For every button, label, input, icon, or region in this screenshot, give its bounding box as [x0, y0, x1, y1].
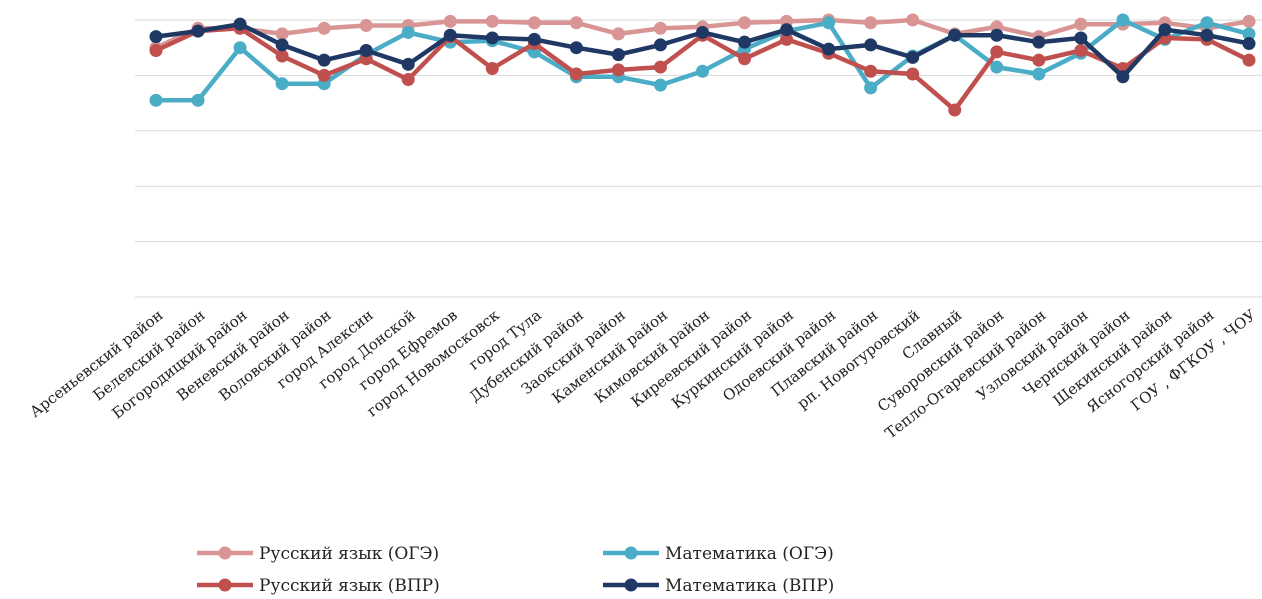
data-point — [275, 38, 289, 52]
data-point — [359, 19, 373, 33]
data-point — [485, 61, 499, 75]
data-point — [191, 24, 205, 38]
data-point — [906, 50, 920, 64]
data-point — [1200, 16, 1214, 30]
legend: Русский язык (ОГЭ) Математика (ОГЭ) Русски… — [197, 544, 834, 596]
data-point — [948, 103, 962, 117]
data-point — [527, 32, 541, 46]
data-point — [275, 77, 289, 91]
data-point — [696, 64, 709, 78]
data-point — [990, 28, 1004, 42]
data-point — [485, 31, 499, 45]
data-point — [317, 21, 331, 35]
legend-marker — [218, 546, 232, 560]
data-point — [653, 78, 667, 92]
legend-marker — [624, 546, 638, 560]
data-point — [1032, 35, 1046, 49]
data-point — [1242, 27, 1256, 41]
legend-marker — [218, 578, 232, 592]
legend-item: Математика (ОГЭ) — [603, 544, 834, 564]
data-point — [906, 67, 920, 81]
data-point — [1032, 67, 1046, 81]
gridlines — [135, 19, 1262, 298]
data-point — [401, 57, 415, 71]
data-point — [569, 67, 583, 81]
data-point — [275, 27, 289, 41]
data-point — [1116, 13, 1130, 27]
data-point — [233, 41, 247, 55]
data-point — [990, 60, 1004, 74]
legend-label: Русский язык (ВПР) — [259, 576, 440, 596]
data-point — [443, 14, 457, 28]
data-point — [1242, 14, 1256, 28]
series-4 — [149, 17, 1256, 84]
data-point — [1158, 23, 1172, 37]
data-point — [653, 60, 667, 74]
data-point — [738, 52, 752, 66]
data-point — [149, 30, 163, 44]
data-point — [527, 16, 541, 30]
data-point — [1074, 43, 1088, 57]
data-point — [1116, 70, 1130, 84]
data-point — [1242, 53, 1256, 67]
legend-item: Русский язык (ВПР) — [197, 576, 440, 596]
data-point — [359, 43, 373, 57]
data-point — [653, 38, 667, 52]
data-point — [1242, 37, 1256, 51]
data-point — [317, 53, 331, 67]
data-point — [485, 14, 499, 28]
legend-item: Русский язык (ОГЭ) — [197, 544, 439, 564]
data-point — [780, 32, 794, 46]
data-point — [611, 48, 625, 62]
data-point — [864, 81, 878, 95]
data-point — [401, 73, 415, 87]
legend-item: Математика (ВПР) — [603, 576, 834, 596]
data-point — [401, 25, 415, 39]
data-point — [233, 17, 247, 31]
data-point — [822, 16, 836, 30]
data-point — [1074, 17, 1088, 31]
legend-label: Математика (ОГЭ) — [665, 544, 834, 564]
data-point — [822, 42, 836, 56]
data-point — [149, 43, 163, 57]
data-point — [696, 25, 709, 39]
data-point — [569, 16, 583, 30]
series-layer — [149, 13, 1256, 117]
data-point — [275, 49, 289, 63]
data-point — [990, 45, 1004, 59]
data-point — [864, 38, 878, 52]
data-point — [191, 93, 205, 107]
legend-label: Русский язык (ОГЭ) — [259, 544, 439, 564]
legend-label: Математика (ВПР) — [665, 576, 834, 596]
data-point — [653, 21, 667, 35]
data-point — [948, 28, 962, 42]
data-point — [864, 64, 878, 78]
data-point — [149, 93, 163, 107]
data-point — [1074, 31, 1088, 45]
data-point — [611, 63, 625, 77]
data-point — [611, 27, 625, 41]
data-point — [1032, 53, 1046, 67]
data-point — [780, 23, 794, 37]
data-point — [864, 16, 878, 30]
data-point — [1200, 28, 1214, 42]
data-point — [738, 35, 752, 49]
data-point — [317, 68, 331, 82]
legend-marker — [624, 578, 638, 592]
data-point — [569, 41, 583, 55]
data-point — [738, 16, 752, 30]
data-point — [443, 28, 457, 42]
data-point — [906, 13, 920, 27]
